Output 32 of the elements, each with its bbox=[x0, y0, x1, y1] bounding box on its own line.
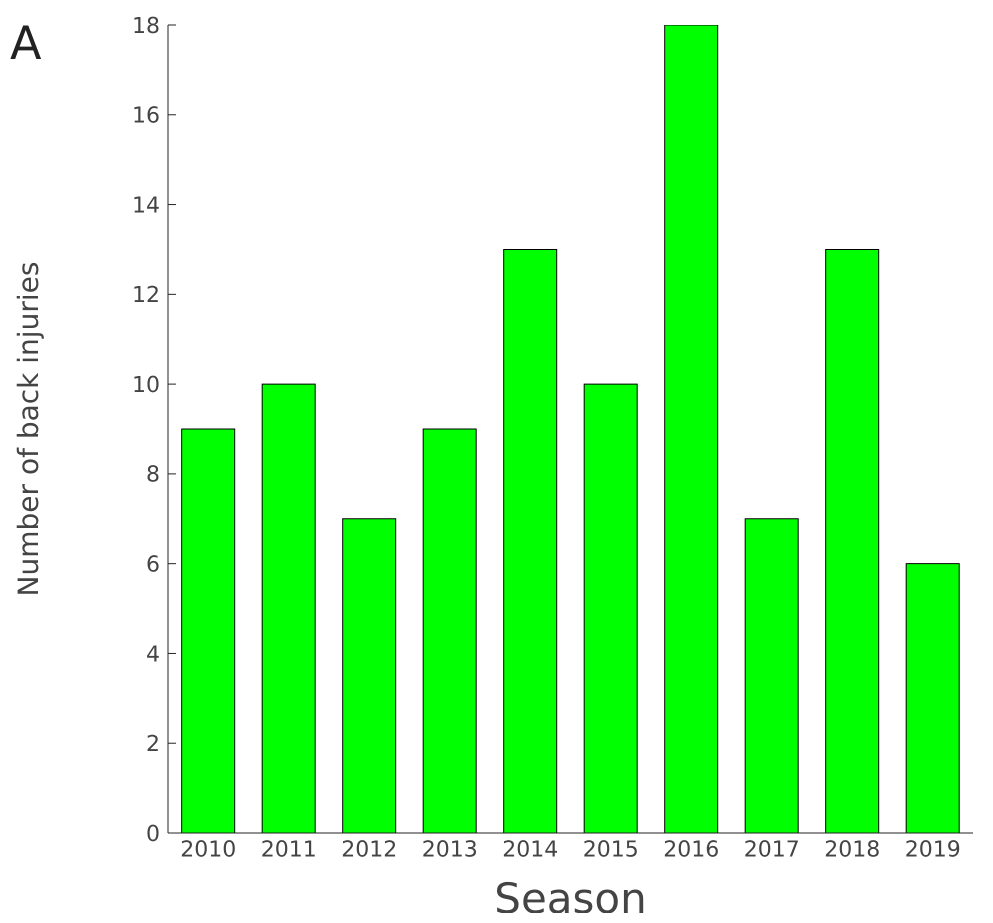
y-tick-label: 4 bbox=[146, 642, 160, 668]
x-tick-label: 2016 bbox=[663, 838, 720, 863]
bar bbox=[181, 428, 236, 833]
y-tick-label: 14 bbox=[132, 193, 160, 218]
y-tick-label: 10 bbox=[132, 372, 160, 398]
y-tick-label: 2 bbox=[146, 732, 160, 758]
x-tick-label: 2014 bbox=[502, 838, 558, 863]
x-tick-label: 2011 bbox=[260, 838, 317, 863]
bar bbox=[906, 563, 960, 833]
x-tick-label: 2017 bbox=[744, 838, 800, 863]
bar bbox=[744, 518, 799, 833]
x-tick-label: 2012 bbox=[341, 838, 398, 863]
x-tick-label: 2010 bbox=[180, 838, 236, 863]
y-tick-label: 16 bbox=[132, 104, 160, 129]
bar bbox=[342, 518, 396, 833]
y-tick-label: 0 bbox=[146, 822, 160, 847]
x-tick-label: 2015 bbox=[582, 838, 639, 863]
x-tick-label: 2013 bbox=[422, 838, 478, 863]
bar bbox=[503, 248, 558, 833]
y-tick-label: 12 bbox=[132, 283, 160, 308]
bar bbox=[262, 384, 316, 833]
y-tick-label: 8 bbox=[146, 462, 160, 488]
bar bbox=[664, 25, 718, 833]
chart-title: A bbox=[10, 16, 42, 70]
bar bbox=[422, 428, 477, 833]
x-tick-label: 2018 bbox=[824, 838, 880, 863]
y-tick-label: 6 bbox=[146, 552, 160, 578]
bar bbox=[584, 384, 638, 833]
x-tick-label: 2019 bbox=[904, 838, 961, 863]
y-tick-label: 18 bbox=[132, 14, 160, 39]
y-axis-title: Number of back injuries bbox=[12, 262, 45, 596]
bar bbox=[825, 248, 880, 833]
